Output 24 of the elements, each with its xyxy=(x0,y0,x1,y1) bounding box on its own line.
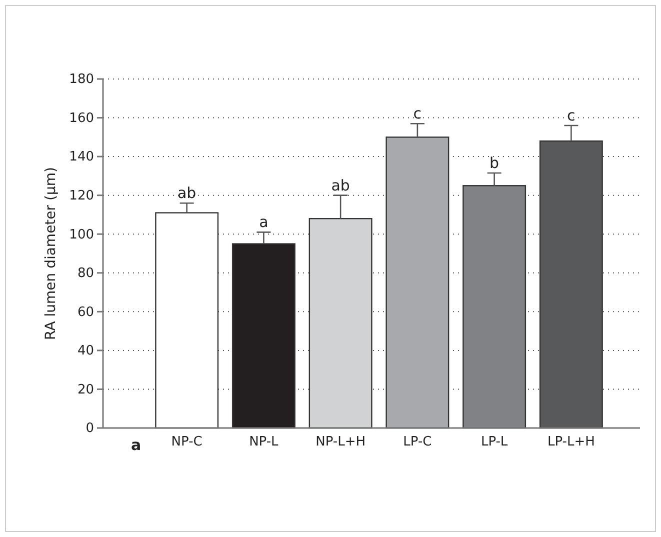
y-tick-label: 180 xyxy=(69,72,94,88)
y-tick-label: 20 xyxy=(77,382,94,398)
x-tick-label: NP-L xyxy=(249,434,280,450)
annotation: a xyxy=(259,213,268,232)
annotation: ab xyxy=(331,176,350,194)
y-tick-label: 160 xyxy=(69,110,94,126)
annotation: c xyxy=(413,104,422,123)
y-axis-title: RA lumen diameter (µm) xyxy=(43,167,59,340)
x-tick-label: LP-L xyxy=(480,434,508,450)
y-tick-label: 40 xyxy=(77,344,94,359)
text: a xyxy=(131,436,142,454)
y-tick-label: 60 xyxy=(77,304,94,320)
y-tick-label: 120 xyxy=(69,188,94,204)
y-tick-label: 100 xyxy=(69,227,94,242)
annotation: c xyxy=(567,106,576,125)
y-tick-label: 140 xyxy=(69,150,94,165)
x-tick-label: LP-C xyxy=(403,434,432,450)
x-tick-label: NP-C xyxy=(171,434,202,450)
x-tick-label: NP-L+H xyxy=(316,434,366,450)
y-tick-label: 80 xyxy=(77,266,94,282)
x-tick-label: LP-L+H xyxy=(547,434,595,450)
annotation: b xyxy=(490,154,500,172)
y-tick-label: 0 xyxy=(86,421,94,436)
annotation: ab xyxy=(177,184,196,202)
